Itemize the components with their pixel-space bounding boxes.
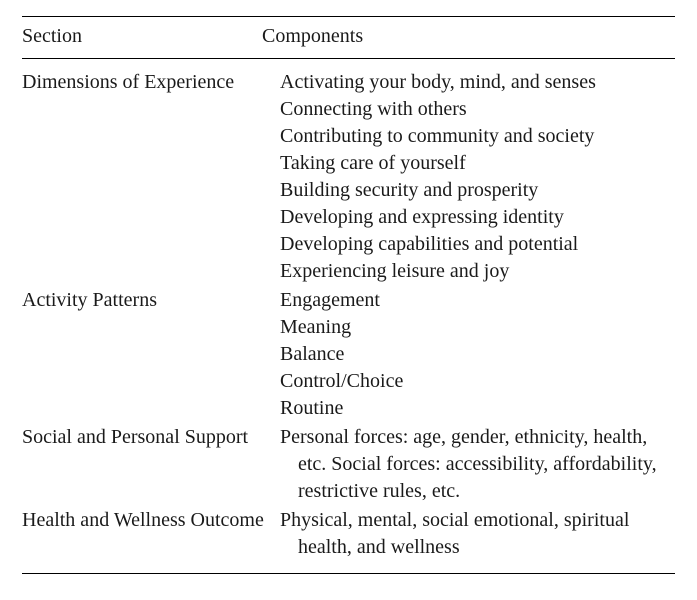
section-label-social: Social and Personal Support xyxy=(40,424,272,505)
component-item: Activating your body, mind, and senses xyxy=(280,69,675,96)
header-section: Section xyxy=(22,25,254,48)
components-activity: Engagement Meaning Balance Control/Choic… xyxy=(272,287,675,422)
component-item: Building security and prosperity xyxy=(280,177,675,204)
component-item: Balance xyxy=(280,341,675,368)
component-item: Meaning xyxy=(280,314,675,341)
section-label-dimensions: Dimensions of Experience xyxy=(40,69,272,285)
component-item: Developing capabilities and potential xyxy=(280,231,675,258)
table-row: Dimensions of Experience Activating your… xyxy=(22,69,675,285)
component-item: Engagement xyxy=(280,287,675,314)
components-health: Physical, mental, social emotional, spir… xyxy=(272,507,675,561)
table-body: Dimensions of Experience Activating your… xyxy=(22,59,675,573)
table-row: Health and Wellness Outcome Physical, me… xyxy=(22,507,675,561)
component-item: Routine xyxy=(280,395,675,422)
section-label-health: Health and Wellness Outcome xyxy=(40,507,272,561)
component-text: Personal forces: age, gender, ethnicity,… xyxy=(298,424,675,505)
concept-table: Section Components Dimensions of Experie… xyxy=(22,16,675,574)
component-item: Experiencing leisure and joy xyxy=(280,258,675,285)
header-components: Components xyxy=(254,25,675,48)
table-row: Social and Personal Support Personal for… xyxy=(22,424,675,505)
section-label-activity: Activity Patterns xyxy=(40,287,272,422)
components-social: Personal forces: age, gender, ethnicity,… xyxy=(272,424,675,505)
table-row: Activity Patterns Engagement Meaning Bal… xyxy=(22,287,675,422)
component-item: Taking care of yourself xyxy=(280,150,675,177)
components-dimensions: Activating your body, mind, and senses C… xyxy=(272,69,675,285)
component-item: Connecting with others xyxy=(280,96,675,123)
component-item: Developing and expressing identity xyxy=(280,204,675,231)
component-item: Control/Choice xyxy=(280,368,675,395)
component-item: Contributing to community and society xyxy=(280,123,675,150)
table-header: Section Components xyxy=(22,17,675,59)
component-text: Physical, mental, social emotional, spir… xyxy=(298,507,675,561)
